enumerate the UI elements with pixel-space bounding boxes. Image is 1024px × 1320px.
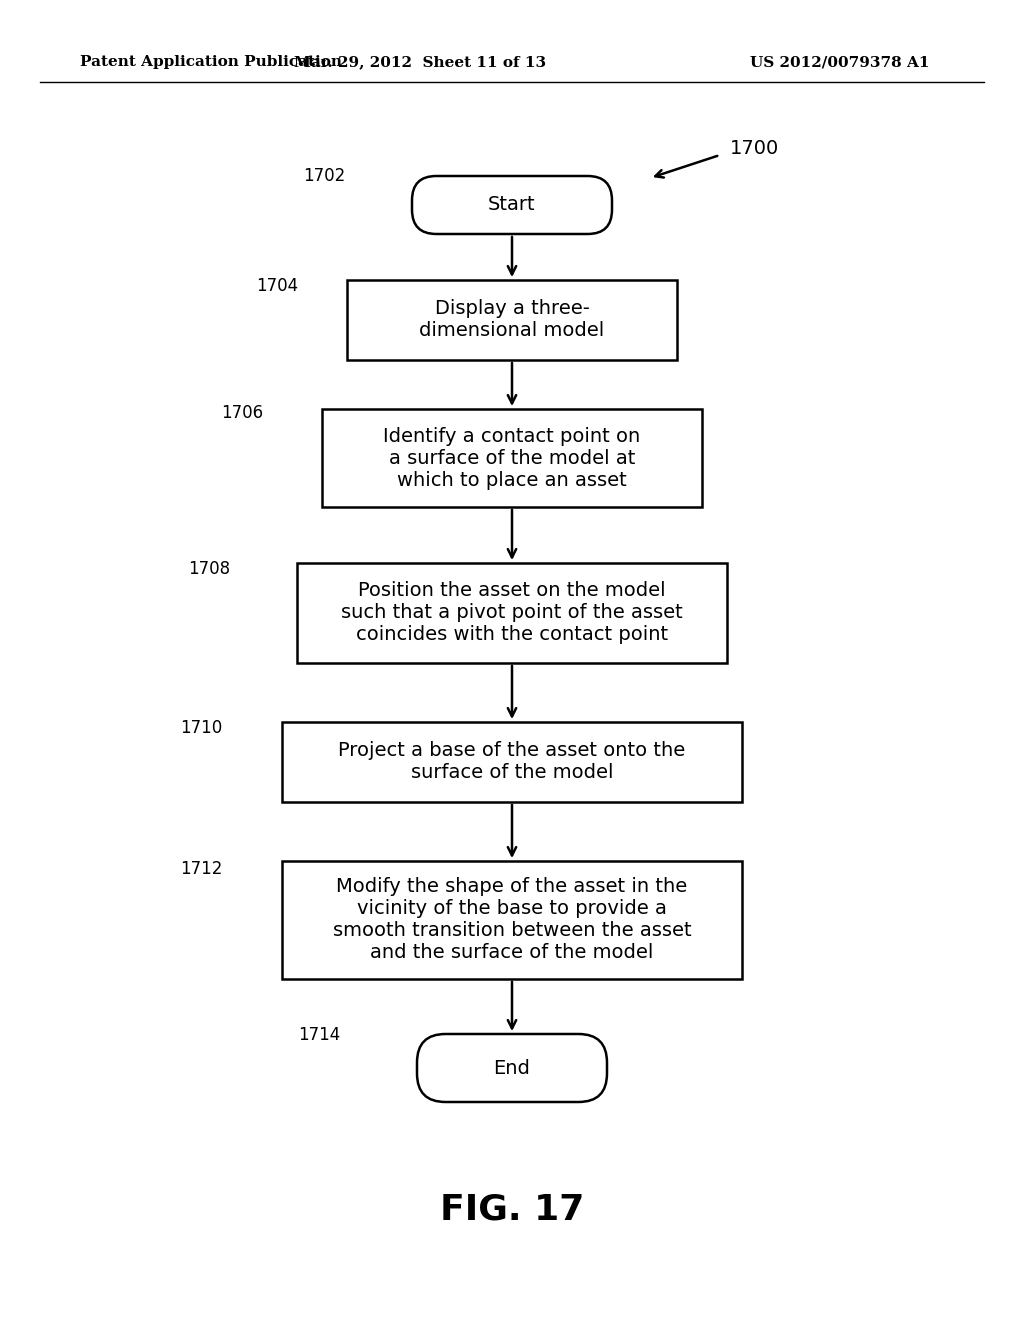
Text: End: End — [494, 1059, 530, 1077]
Text: US 2012/0079378 A1: US 2012/0079378 A1 — [751, 55, 930, 69]
Text: 1714: 1714 — [298, 1026, 340, 1044]
FancyBboxPatch shape — [297, 564, 727, 663]
Text: Display a three-
dimensional model: Display a three- dimensional model — [420, 300, 604, 341]
Text: Start: Start — [488, 195, 536, 214]
FancyBboxPatch shape — [412, 176, 612, 234]
Text: FIG. 17: FIG. 17 — [440, 1193, 584, 1228]
Text: Identify a contact point on
a surface of the model at
which to place an asset: Identify a contact point on a surface of… — [383, 426, 641, 490]
FancyBboxPatch shape — [282, 861, 742, 979]
Text: Modify the shape of the asset in the
vicinity of the base to provide a
smooth tr: Modify the shape of the asset in the vic… — [333, 878, 691, 962]
Text: Project a base of the asset onto the
surface of the model: Project a base of the asset onto the sur… — [338, 742, 686, 783]
Text: Mar. 29, 2012  Sheet 11 of 13: Mar. 29, 2012 Sheet 11 of 13 — [294, 55, 546, 69]
Text: 1700: 1700 — [730, 139, 779, 157]
Text: 1710: 1710 — [180, 719, 222, 737]
Text: 1712: 1712 — [179, 861, 222, 878]
FancyBboxPatch shape — [417, 1034, 607, 1102]
Text: Position the asset on the model
such that a pivot point of the asset
coincides w: Position the asset on the model such tha… — [341, 582, 683, 644]
FancyBboxPatch shape — [347, 280, 677, 360]
FancyBboxPatch shape — [282, 722, 742, 803]
FancyBboxPatch shape — [322, 409, 702, 507]
Text: 1704: 1704 — [256, 277, 298, 294]
Text: Patent Application Publication: Patent Application Publication — [80, 55, 342, 69]
Text: 1706: 1706 — [221, 404, 263, 422]
Text: 1702: 1702 — [303, 168, 345, 185]
Text: 1708: 1708 — [187, 560, 230, 578]
